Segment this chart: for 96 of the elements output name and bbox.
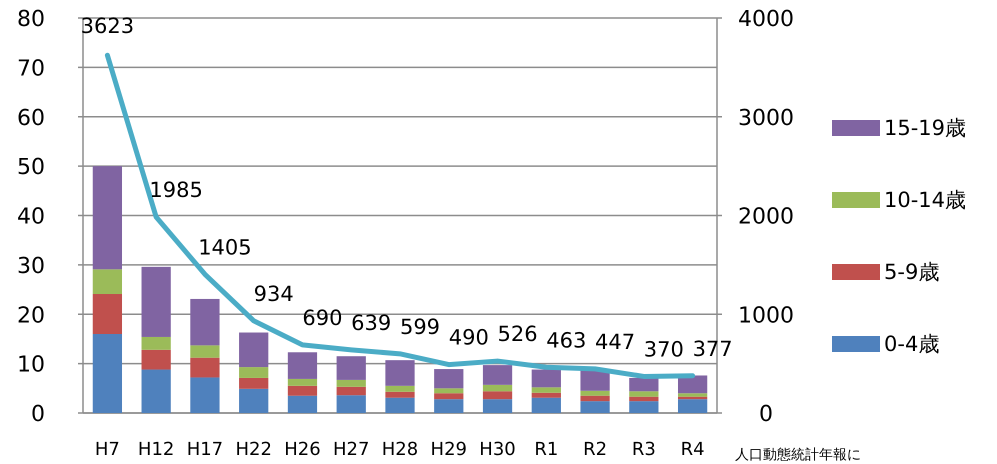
bar (239, 367, 268, 378)
data-label: 463 (546, 328, 586, 352)
bar (288, 352, 318, 379)
bar (142, 350, 171, 370)
bar (92, 334, 122, 413)
y2-tick-label: 2000 (738, 204, 794, 230)
y2-tick-label: 4000 (738, 7, 794, 32)
bar (385, 392, 415, 398)
data-label: 599 (400, 314, 440, 339)
data-label: 447 (595, 330, 636, 354)
text: 人口動態統計年報に (735, 447, 861, 463)
bar (482, 384, 512, 392)
x-tick-label: H12 (138, 439, 174, 460)
data-label: 934 (254, 282, 294, 306)
bar (336, 380, 366, 387)
bar (336, 356, 366, 380)
bar (288, 378, 318, 386)
bar (434, 393, 464, 400)
x-tick-label: H26 (284, 439, 321, 460)
bar (434, 388, 464, 394)
data-label: 690 (302, 306, 343, 330)
bar (629, 401, 658, 413)
bar (385, 386, 415, 392)
y2-tick-label: 1000 (738, 303, 794, 328)
bar (239, 378, 268, 389)
bar (434, 369, 464, 388)
x-tick-label: R1 (534, 439, 558, 460)
bar (142, 370, 171, 413)
bar (678, 399, 708, 413)
bar (482, 399, 512, 413)
legend-label: 0-4歳 (884, 332, 940, 356)
y-tick-label: 40 (17, 204, 45, 230)
bar (434, 399, 464, 413)
bar (336, 386, 366, 396)
y-tick-label: 0 (31, 402, 45, 427)
bar (482, 365, 512, 385)
bar (482, 391, 512, 400)
bar (142, 266, 171, 337)
y-tick-label: 80 (17, 7, 45, 32)
bar (385, 360, 415, 386)
x-tick-label: R3 (632, 439, 656, 460)
bar (532, 370, 561, 388)
bar (190, 298, 220, 346)
x-tick-label: H22 (235, 439, 272, 460)
bar (532, 398, 561, 413)
y-tick-label: 10 (17, 352, 45, 378)
y2-tick-label: 3000 (738, 106, 794, 131)
x-tick-label: R4 (680, 439, 705, 460)
y-tick-label: 70 (17, 56, 45, 82)
bar (288, 386, 318, 396)
data-label: 1405 (198, 235, 252, 260)
bar (678, 375, 708, 394)
bar (288, 396, 318, 413)
x-tick-label: H17 (186, 439, 224, 460)
legend-label: 5-9歳 (884, 260, 940, 284)
bar (532, 387, 561, 393)
bar (629, 396, 658, 402)
data-label: 377 (692, 336, 733, 361)
bar (190, 358, 220, 378)
data-label: 1985 (149, 178, 203, 202)
x-tick-label: H27 (333, 439, 370, 460)
bar (190, 377, 220, 413)
y-tick-label: 50 (17, 155, 45, 180)
y2-tick-label: 0 (759, 402, 773, 427)
legend-label: 15-19歳 (884, 116, 966, 140)
data-label: 490 (448, 326, 489, 350)
bar (629, 378, 658, 392)
bar (580, 396, 610, 402)
bar (385, 398, 415, 413)
bar (678, 396, 708, 400)
bar (629, 391, 658, 397)
bar (580, 401, 610, 413)
x-tick-label: H7 (94, 439, 120, 460)
y-tick-label: 20 (17, 303, 45, 328)
x-tick-label: H28 (382, 439, 418, 460)
y-tick-label: 60 (17, 106, 45, 131)
bar (92, 269, 122, 294)
x-tick-label: R2 (583, 439, 608, 460)
bar (580, 370, 610, 391)
bar (92, 294, 122, 334)
data-label: 370 (644, 337, 684, 362)
bar (190, 345, 220, 358)
bar (580, 390, 610, 396)
bar (142, 336, 171, 350)
x-tick-label: H29 (430, 439, 467, 460)
data-label: 639 (351, 310, 392, 335)
legend-label: 10-14歳 (884, 188, 966, 212)
y-tick-label: 30 (17, 254, 45, 279)
bar (336, 395, 366, 413)
bar (239, 388, 268, 413)
data-label: 526 (497, 322, 538, 346)
bar (239, 332, 268, 368)
x-tick-label: H30 (479, 439, 516, 460)
bar (92, 166, 122, 270)
data-label: 3623 (80, 14, 134, 38)
bar (532, 392, 561, 398)
